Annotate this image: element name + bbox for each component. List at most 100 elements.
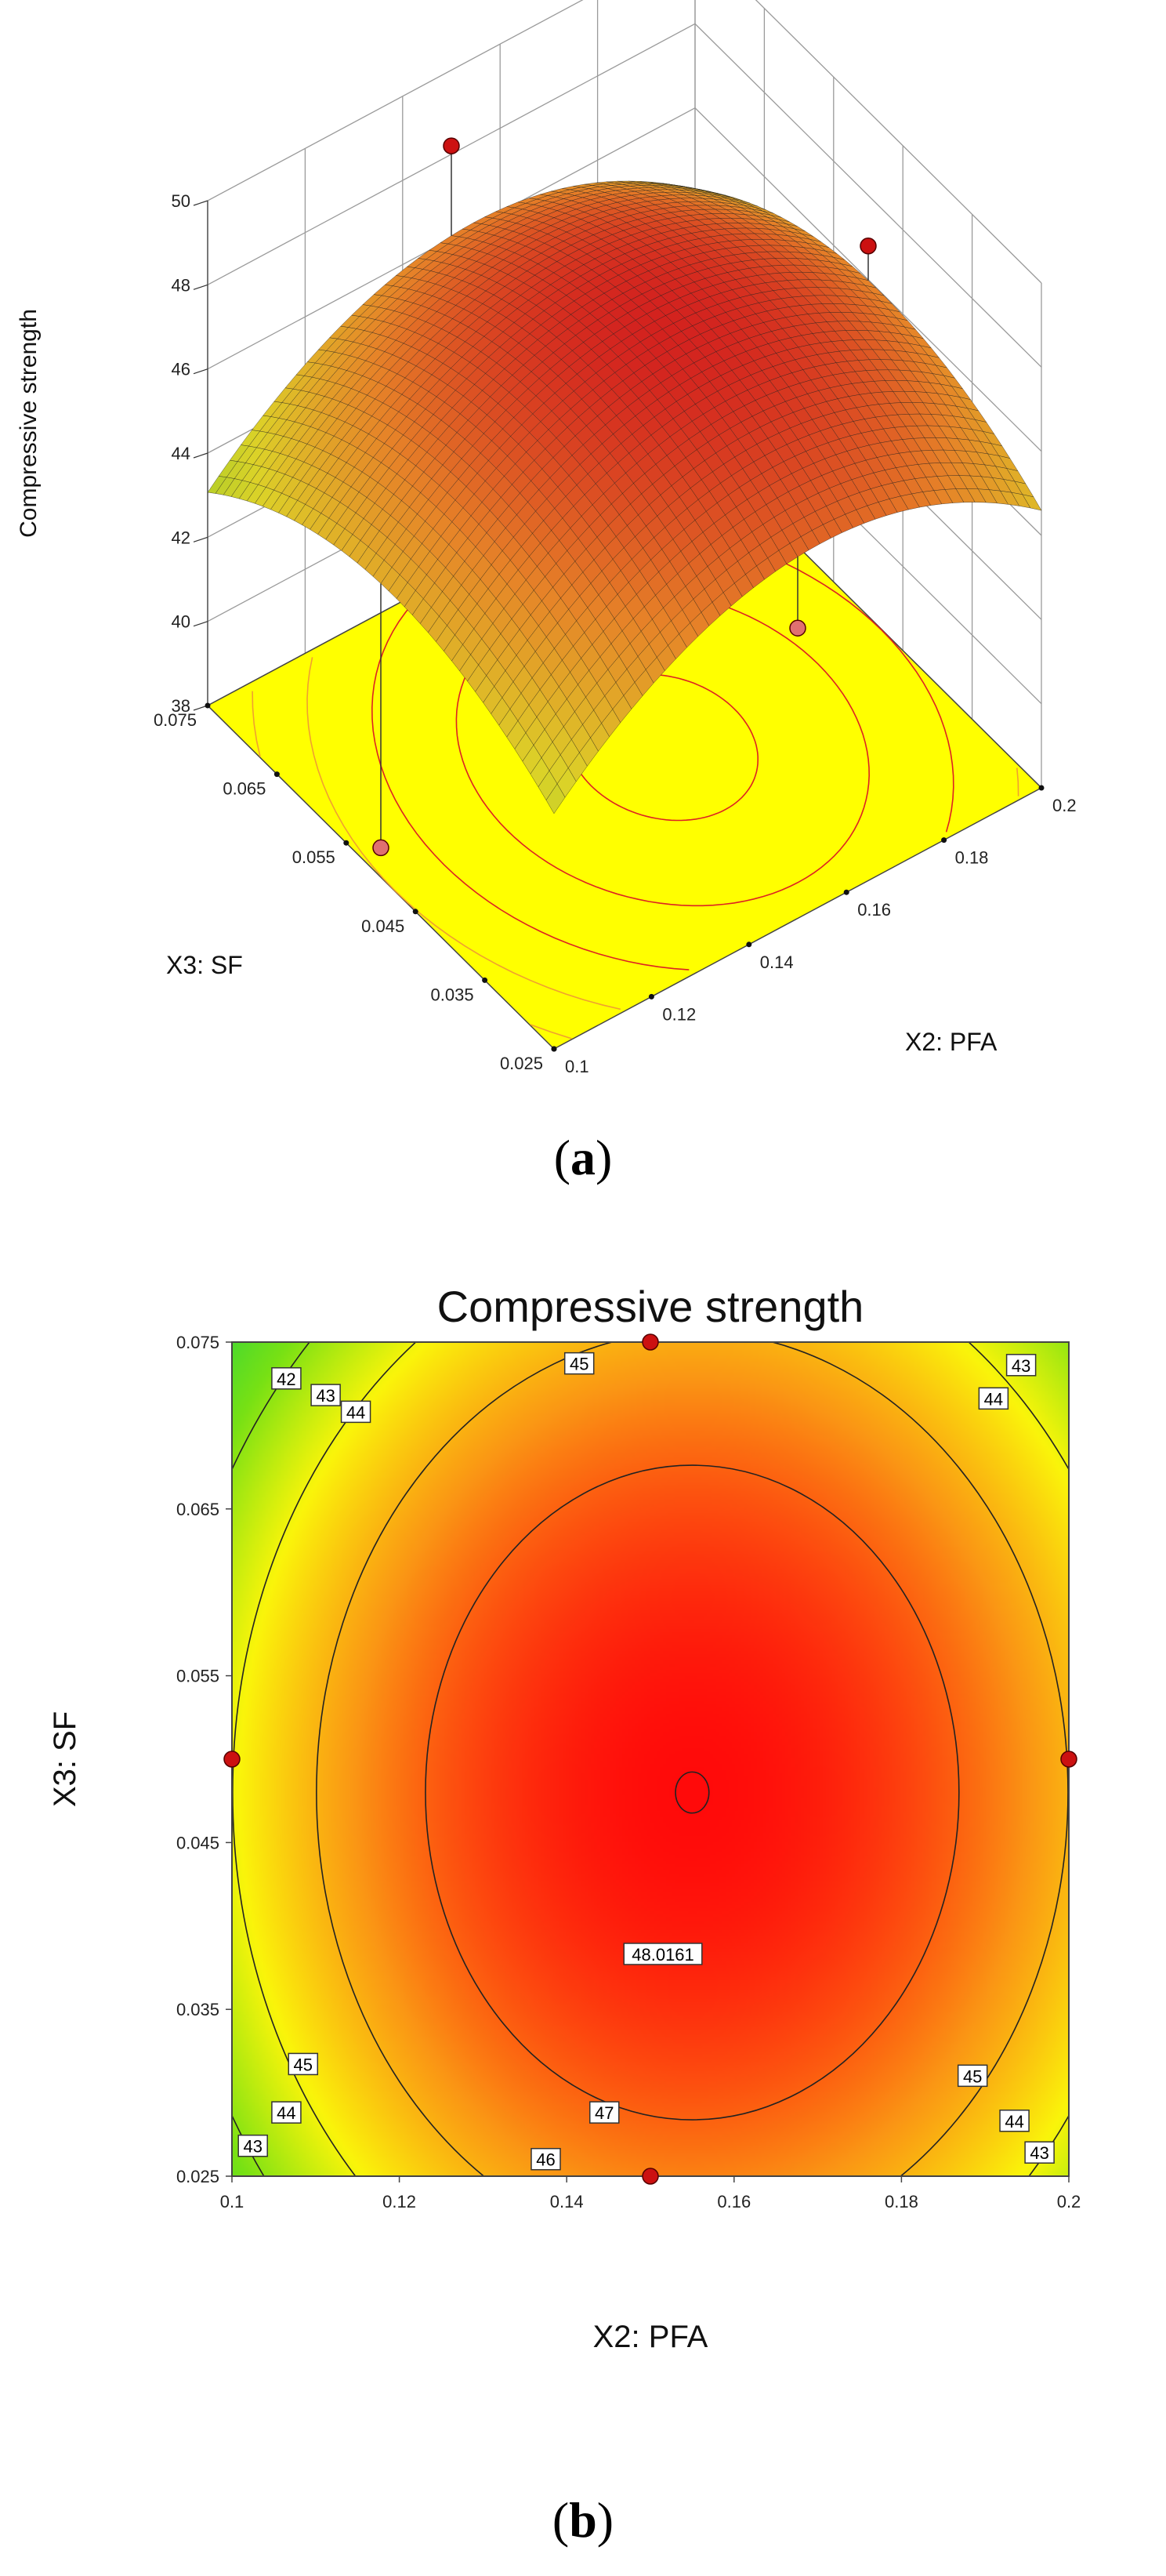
y-tick-dot [482, 977, 488, 983]
x-tick-dot [1038, 785, 1045, 791]
contour-y-tick-label: 0.025 [176, 2167, 219, 2186]
contour-line-46 [316, 1342, 1069, 2176]
grid-line-horizontal [207, 0, 1042, 284]
floor-contour-line [1016, 767, 1019, 796]
contour-title: Compressive strength [437, 1286, 864, 1331]
contour-x-tick-label: 0.16 [717, 2192, 751, 2211]
contour-line-48.0161 [675, 1771, 710, 1814]
y-tick-label: 0.035 [431, 985, 474, 1004]
contour-label: 45 [963, 2066, 982, 2086]
contour-line-47 [425, 1464, 960, 2121]
contour-label: 46 [536, 2150, 555, 2170]
x-tick-label: 0.16 [857, 900, 891, 920]
contour-y-axis-label: X3: SF [48, 1711, 82, 1807]
x-tick-dot [941, 837, 947, 844]
x-tick-label: 0.14 [760, 952, 794, 972]
contour-label-box [589, 2101, 620, 2124]
contour-label-box [1005, 1354, 1037, 1377]
contour-y-ticks: 0.025 0.035 0.045 0.055 0.065 0.075 [176, 1333, 232, 2186]
contour-label: 43 [1030, 2143, 1048, 2163]
z-tick-label: 50 [172, 191, 190, 211]
design-point-2d [642, 1333, 659, 1351]
floor-contour-line [252, 691, 261, 757]
caption-b-letter: b [569, 2492, 597, 2548]
y-tick-label: 0.025 [500, 1054, 543, 1073]
z-tick-mark [193, 368, 208, 375]
contour-x-tick-label: 0.12 [382, 2192, 416, 2211]
y-axis-label: X3: SF [166, 951, 243, 979]
design-point [443, 137, 460, 154]
caption-a-close: ) [596, 1130, 613, 1185]
floor-contour-line [881, 629, 954, 833]
y-tick-dot [551, 1046, 557, 1052]
contour-label-box [999, 2110, 1030, 2132]
x-tick-label: 0.2 [1052, 796, 1077, 815]
floor-contour-line [530, 1024, 572, 1039]
z-axis-label: Compressive strength [16, 309, 42, 538]
floor-contour-line [306, 657, 621, 1010]
x-axis-ticks: 0.1 0.12 0.14 0.16 0.18 0.2 [551, 785, 1077, 1076]
caption-b-open: ( [552, 2492, 570, 2548]
z-tick-label: 48 [172, 275, 190, 295]
contour-label: 44 [1005, 2112, 1023, 2132]
contour-label-box [563, 1351, 595, 1375]
contour-label-box [310, 1384, 341, 1406]
contour-label: 45 [294, 2055, 313, 2074]
contour-y-tick-label: 0.055 [176, 1667, 219, 1686]
x-tick-label: 0.18 [955, 848, 989, 868]
y-tick-label: 0.045 [361, 916, 404, 936]
contour-label-box [623, 1943, 703, 1965]
design-point [789, 619, 806, 637]
y-tick-dot [343, 840, 349, 846]
contour-label: 43 [1012, 1356, 1030, 1376]
design-point [372, 839, 389, 857]
contour-label: 43 [243, 2137, 262, 2157]
grid-line-horizontal [207, 23, 1042, 368]
contour-label: 44 [984, 1389, 1003, 1409]
contour-x-ticks: 0.1 0.12 0.14 0.16 0.18 0.2 [220, 2176, 1081, 2211]
design-point-2d [223, 1751, 241, 1768]
design-points-3d [372, 137, 877, 857]
z-tick-mark [193, 200, 208, 206]
y-tick-dot [273, 771, 280, 778]
x-tick-dot [746, 942, 752, 948]
contour-labels: 42 43 43 43 43 44 44 44 44 45 45 45 46 47 48.0161 [237, 1351, 1055, 2171]
contour-x-tick-label: 0.14 [550, 2192, 584, 2211]
surface-plot-a: 38 40 42 44 46 48 50 0.1 0.12 0.14 0.16 0.18 0.2 0.… [16, 0, 1077, 1076]
z-tick-mark [193, 536, 208, 542]
contour-label-box [340, 1400, 371, 1424]
y-tick-label: 0.055 [292, 847, 335, 867]
contour-y-tick-label: 0.035 [176, 2000, 219, 2019]
contour-heatmap [232, 1342, 1069, 2176]
contour-label-box [957, 2064, 988, 2088]
z-tick-mark [193, 621, 208, 627]
grid-line-horizontal [207, 107, 1042, 452]
x-tick-label: 0.1 [565, 1057, 589, 1076]
z-tick-mark [193, 284, 208, 290]
x-axis-label: X2: PFA [905, 1028, 998, 1056]
contour-label-box [271, 1367, 302, 1390]
x-tick-dot [843, 889, 849, 895]
contour-x-axis-label: X2: PFA [593, 2320, 708, 2354]
y-tick-label: 0.075 [154, 710, 197, 730]
contour-label: 43 [316, 1386, 335, 1406]
design-points-2d [223, 1333, 1077, 2185]
contour-label: 45 [570, 1355, 588, 1374]
contour-label: 44 [346, 1402, 365, 1422]
caption-b: (b) [0, 2491, 1166, 2549]
x-tick-label: 0.12 [662, 1004, 696, 1024]
z-tick-label: 46 [172, 360, 190, 379]
z-tick-label: 44 [172, 444, 190, 463]
contour-label-box [271, 2101, 302, 2124]
caption-a-letter: a [570, 1130, 596, 1185]
design-point [860, 237, 877, 255]
contour-label-box [530, 2147, 561, 2171]
contour-label-box [288, 2052, 319, 2076]
z-tick-mark [193, 452, 208, 459]
caption-a-open: ( [553, 1130, 570, 1185]
z-tick-label: 42 [172, 528, 190, 547]
contour-y-tick-label: 0.065 [176, 1500, 219, 1519]
contour-x-tick-label: 0.2 [1057, 2192, 1081, 2211]
y-tick-label: 0.065 [223, 779, 266, 799]
